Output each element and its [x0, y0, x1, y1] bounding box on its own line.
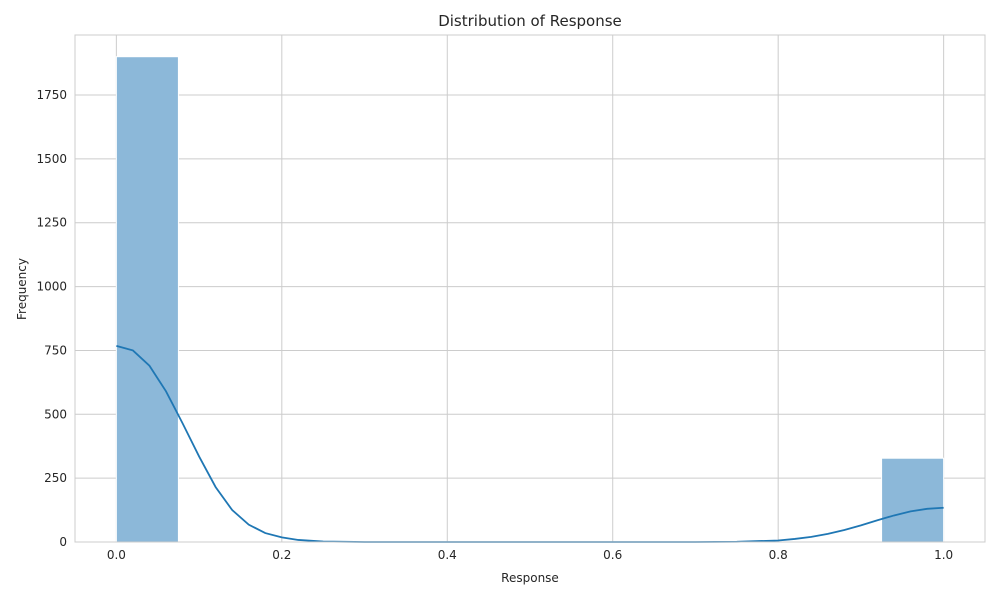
x-tick-label: 0.2 [272, 548, 291, 562]
y-tick-label: 1250 [36, 216, 67, 230]
histogram-bars [115, 56, 945, 543]
y-tick-label: 250 [44, 471, 67, 485]
x-tick-label: 0.8 [769, 548, 788, 562]
x-tick-label: 0.4 [438, 548, 457, 562]
chart-title: Distribution of Response [438, 12, 622, 30]
y-axis-label: Frequency [15, 258, 29, 320]
histogram-bar [881, 457, 945, 543]
y-tick-label: 500 [44, 407, 67, 421]
grid-lines [75, 35, 985, 543]
x-axis-label: Response [501, 571, 559, 585]
plot-frame [74, 34, 986, 543]
y-tick-label: 1000 [36, 280, 67, 294]
y-tick-label: 1500 [36, 152, 67, 166]
x-tick-label: 0.0 [107, 548, 126, 562]
y-tick-label: 750 [44, 343, 67, 357]
y-tick-labels: 0 250 500 750 1000 1250 1500 1750 [36, 88, 67, 549]
y-tick-label: 1750 [36, 88, 67, 102]
x-tick-labels: 0.0 0.2 0.4 0.6 0.8 1.0 [107, 548, 953, 562]
histogram-bar [115, 56, 179, 543]
y-tick-label: 0 [59, 535, 67, 549]
x-tick-label: 1.0 [934, 548, 953, 562]
kde-curve [116, 344, 944, 543]
x-tick-label: 0.6 [603, 548, 622, 562]
